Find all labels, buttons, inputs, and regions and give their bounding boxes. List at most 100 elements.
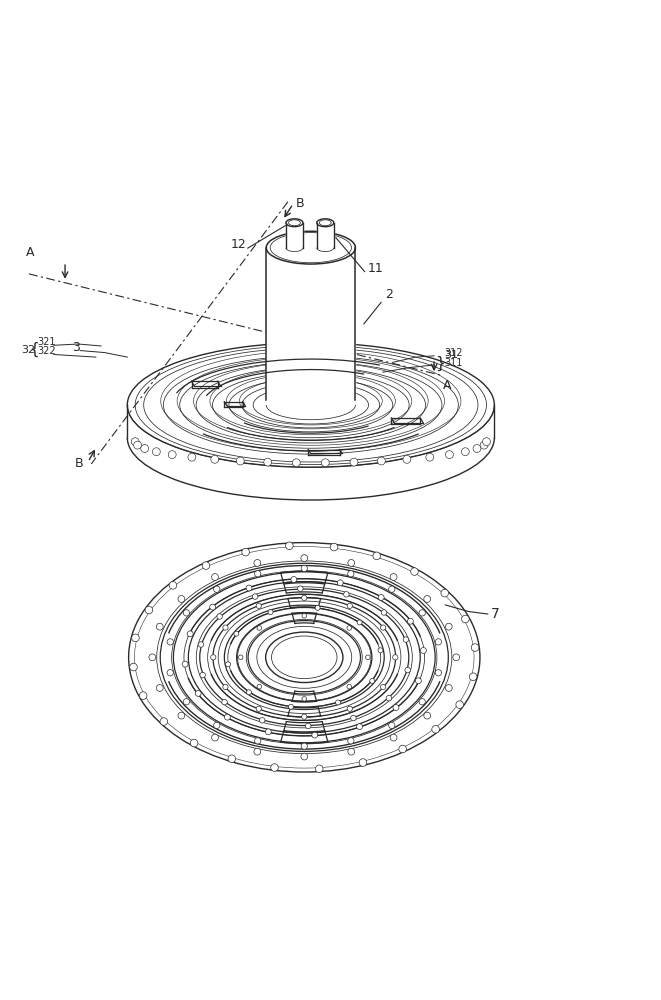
Circle shape xyxy=(291,577,297,582)
Circle shape xyxy=(178,712,185,719)
Circle shape xyxy=(336,700,340,705)
Circle shape xyxy=(149,654,156,661)
Circle shape xyxy=(301,565,307,572)
Circle shape xyxy=(302,613,307,618)
Circle shape xyxy=(254,738,261,744)
Circle shape xyxy=(132,438,139,446)
Text: 322: 322 xyxy=(38,346,56,356)
Circle shape xyxy=(403,637,408,642)
Circle shape xyxy=(222,699,227,705)
Circle shape xyxy=(301,714,307,719)
Circle shape xyxy=(456,701,463,708)
Circle shape xyxy=(337,580,343,586)
Circle shape xyxy=(141,445,149,452)
Circle shape xyxy=(461,615,469,623)
Circle shape xyxy=(348,748,355,755)
Text: 32: 32 xyxy=(21,345,35,355)
Circle shape xyxy=(153,448,160,456)
Circle shape xyxy=(301,555,307,561)
Text: 311: 311 xyxy=(444,358,462,368)
Text: B: B xyxy=(75,457,83,470)
Circle shape xyxy=(234,631,239,636)
Circle shape xyxy=(405,667,410,673)
Circle shape xyxy=(389,722,395,729)
Circle shape xyxy=(424,712,430,719)
Circle shape xyxy=(348,571,354,577)
Circle shape xyxy=(381,684,386,690)
Circle shape xyxy=(302,697,307,701)
Text: 7: 7 xyxy=(491,607,500,621)
Circle shape xyxy=(225,714,230,720)
Circle shape xyxy=(183,610,190,616)
Circle shape xyxy=(271,764,278,771)
Circle shape xyxy=(415,678,421,684)
Circle shape xyxy=(242,548,249,556)
Circle shape xyxy=(225,662,231,667)
Circle shape xyxy=(132,634,139,642)
Circle shape xyxy=(350,458,358,466)
Circle shape xyxy=(386,695,392,701)
Circle shape xyxy=(237,457,244,465)
Circle shape xyxy=(432,725,440,733)
Circle shape xyxy=(247,690,251,695)
Circle shape xyxy=(256,603,261,608)
Circle shape xyxy=(223,684,228,690)
Circle shape xyxy=(480,441,488,449)
Circle shape xyxy=(195,690,201,696)
Circle shape xyxy=(410,568,418,575)
Circle shape xyxy=(393,655,398,660)
Polygon shape xyxy=(286,223,303,248)
Circle shape xyxy=(483,438,490,446)
Circle shape xyxy=(347,603,352,608)
Circle shape xyxy=(473,445,481,452)
Circle shape xyxy=(381,625,386,630)
Polygon shape xyxy=(317,223,334,248)
Circle shape xyxy=(157,685,163,691)
Circle shape xyxy=(435,670,442,676)
Circle shape xyxy=(188,453,196,461)
Circle shape xyxy=(301,743,307,749)
Circle shape xyxy=(268,610,273,615)
Text: A: A xyxy=(444,379,451,392)
Text: 31: 31 xyxy=(444,350,458,360)
Circle shape xyxy=(212,574,218,580)
Circle shape xyxy=(435,639,442,645)
Circle shape xyxy=(348,738,354,744)
Circle shape xyxy=(254,560,260,566)
Circle shape xyxy=(424,596,430,602)
Circle shape xyxy=(145,606,153,614)
Circle shape xyxy=(378,648,383,653)
Circle shape xyxy=(321,459,329,467)
Circle shape xyxy=(260,718,265,723)
Circle shape xyxy=(348,560,355,566)
Circle shape xyxy=(212,734,218,741)
Text: {: { xyxy=(29,342,39,357)
Circle shape xyxy=(419,610,425,616)
Text: A: A xyxy=(26,246,34,259)
Circle shape xyxy=(198,642,204,647)
Circle shape xyxy=(228,755,235,763)
Circle shape xyxy=(419,699,425,705)
Circle shape xyxy=(356,724,362,730)
Circle shape xyxy=(286,542,293,550)
Circle shape xyxy=(377,457,385,465)
Circle shape xyxy=(426,453,434,461)
Circle shape xyxy=(301,753,307,760)
Circle shape xyxy=(288,704,293,709)
Circle shape xyxy=(381,610,387,615)
Circle shape xyxy=(347,684,352,689)
Circle shape xyxy=(178,596,185,602)
Circle shape xyxy=(390,574,397,580)
Text: B: B xyxy=(295,197,304,210)
Circle shape xyxy=(292,459,300,467)
Circle shape xyxy=(344,592,349,597)
Circle shape xyxy=(200,672,206,678)
Text: 2: 2 xyxy=(385,288,393,301)
Circle shape xyxy=(312,732,318,738)
Circle shape xyxy=(214,722,220,729)
Circle shape xyxy=(469,673,477,681)
Circle shape xyxy=(347,626,352,630)
Circle shape xyxy=(167,639,173,645)
Circle shape xyxy=(210,604,215,610)
Circle shape xyxy=(160,718,168,725)
